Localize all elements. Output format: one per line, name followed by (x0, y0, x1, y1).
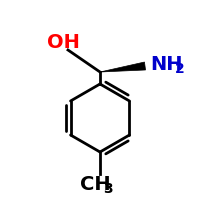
Text: CH: CH (80, 174, 110, 194)
Text: NH: NH (151, 54, 183, 73)
Text: OH: OH (47, 32, 79, 51)
Text: 3: 3 (103, 182, 113, 196)
Text: 2: 2 (175, 62, 185, 76)
Polygon shape (100, 62, 146, 72)
